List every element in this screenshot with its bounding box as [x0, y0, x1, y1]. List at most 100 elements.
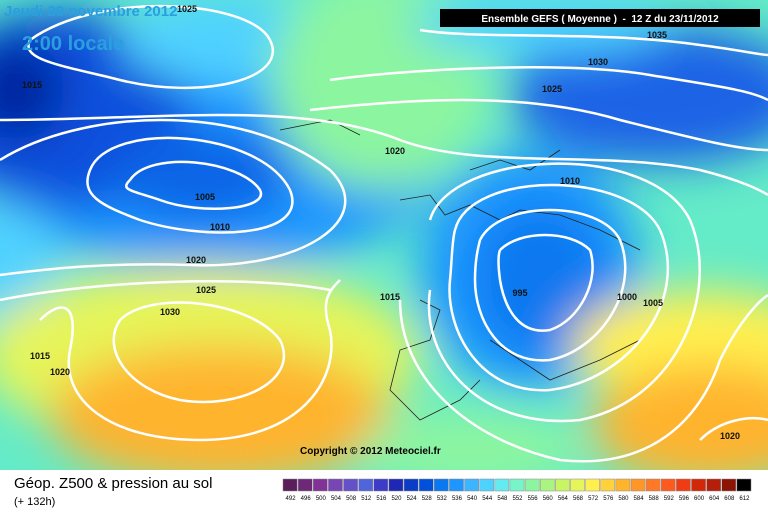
scale-label: 612: [739, 496, 750, 502]
scale-swatch: [479, 478, 495, 492]
isobar: [125, 160, 263, 210]
isobar: [419, 28, 768, 57]
isobar-label: 995: [512, 288, 527, 298]
scale-swatch: [388, 478, 404, 492]
scale-swatch: [539, 478, 555, 492]
scale-swatch: [494, 478, 510, 492]
scale-label: 520: [391, 496, 402, 502]
scale-swatch: [282, 478, 298, 492]
scale-swatch: [313, 478, 328, 492]
isobar-label: 1020: [385, 146, 405, 156]
scale-swatch: [630, 478, 646, 492]
scale-swatch: [645, 478, 661, 492]
scale-swatch: [555, 478, 570, 492]
isobar-label: 1005: [195, 192, 215, 202]
scale-label: 576: [603, 496, 614, 502]
scale-label: 504: [331, 496, 342, 502]
scale-label: 588: [649, 496, 660, 502]
footer-subtitle: (+ 132h): [14, 496, 55, 508]
isobar-label: 1015: [30, 351, 50, 361]
scale-swatch: [464, 478, 479, 492]
isobar-label: 1035: [647, 30, 667, 40]
scale-label: 492: [286, 496, 297, 502]
scale-swatch: [449, 478, 464, 492]
scale-label: 508: [346, 496, 357, 502]
isobar: [27, 4, 274, 90]
isobar-labels: 1025101510051010102010251030101510201020…: [22, 4, 740, 441]
scale-swatch: [706, 478, 721, 492]
isobar-label: 1020: [50, 367, 70, 377]
scale-swatch: [721, 478, 737, 492]
isobar-label: 1005: [643, 298, 663, 308]
isobar: [329, 66, 768, 102]
scale-label: 516: [376, 496, 387, 502]
scale-label: 548: [497, 496, 508, 502]
isobar: [398, 293, 768, 463]
scale-swatch: [297, 478, 313, 492]
scale-label: 528: [422, 496, 433, 502]
isobar: [497, 233, 594, 332]
scale-label: 592: [664, 496, 675, 502]
scale-label: 568: [573, 496, 584, 502]
isobar: [86, 136, 294, 234]
scale-swatch: [524, 478, 540, 492]
isobar-label: 1025: [177, 4, 197, 14]
scale-swatch: [418, 478, 434, 492]
scale-label: 544: [482, 496, 493, 502]
isobar-label: 1030: [588, 57, 608, 67]
isobar: [0, 118, 347, 277]
scale-label: 524: [407, 496, 418, 502]
time: 2:00 locale: [22, 33, 124, 55]
scale-swatch: [403, 478, 419, 492]
scale-swatch: [736, 478, 752, 492]
color-scale: 492 496 500 504 508 512 516 520 524 528 532 536 540 5…: [282, 478, 752, 502]
isobar-label: 1030: [160, 307, 180, 317]
isobar-label: 1020: [186, 255, 206, 265]
copyright: Copyright © 2012 Meteociel.fr: [300, 446, 441, 457]
scale-label: 536: [452, 496, 463, 502]
scale-swatch: [676, 478, 691, 492]
scale-swatch: [434, 478, 449, 492]
scale-swatch: [585, 478, 600, 492]
scale-label: 560: [543, 496, 554, 502]
scale-label: 572: [588, 496, 599, 502]
date: Jeudi 29 novembre 2012: [4, 3, 177, 20]
scale-swatch: [358, 478, 374, 492]
scale-label: 600: [694, 496, 705, 502]
isobar: [427, 162, 701, 423]
scale-swatch: [373, 478, 389, 492]
isobar-label: 1025: [196, 285, 216, 295]
scale-swatch: [615, 478, 631, 492]
scale-label: 500: [316, 496, 327, 502]
isobar-label: 1025: [542, 84, 562, 94]
isobar-label: 1010: [560, 176, 580, 186]
map-field: [0, 0, 768, 470]
scale-label: 532: [437, 496, 448, 502]
scale-label: 584: [634, 496, 645, 502]
scale-label: 512: [361, 496, 372, 502]
isobar: [112, 301, 286, 404]
footer-title: Géop. Z500 & pression au sol: [14, 475, 212, 492]
scale-label: 596: [679, 496, 690, 502]
scale-label: 564: [558, 496, 569, 502]
run-info: Ensemble GEFS ( Moyenne ) - 12 Z du 23/1…: [481, 14, 719, 25]
scale-swatch: [660, 478, 676, 492]
scale-swatch: [343, 478, 358, 492]
scale-label: 580: [618, 496, 629, 502]
isobar-label: 1020: [720, 431, 740, 441]
isobar-label: 1015: [22, 80, 42, 90]
run-box: [440, 9, 760, 27]
scale-label: 604: [709, 496, 720, 502]
scale-swatch: [509, 478, 525, 492]
isobar: [0, 113, 768, 197]
isobar: [39, 279, 341, 442]
scale-swatch: [691, 478, 706, 492]
scale-label: 608: [724, 496, 735, 502]
scale-swatch: [570, 478, 585, 492]
isobar-label: 1010: [210, 222, 230, 232]
isobar: [309, 98, 768, 152]
isobar-label: 1015: [380, 292, 400, 302]
isobar: [0, 280, 331, 302]
